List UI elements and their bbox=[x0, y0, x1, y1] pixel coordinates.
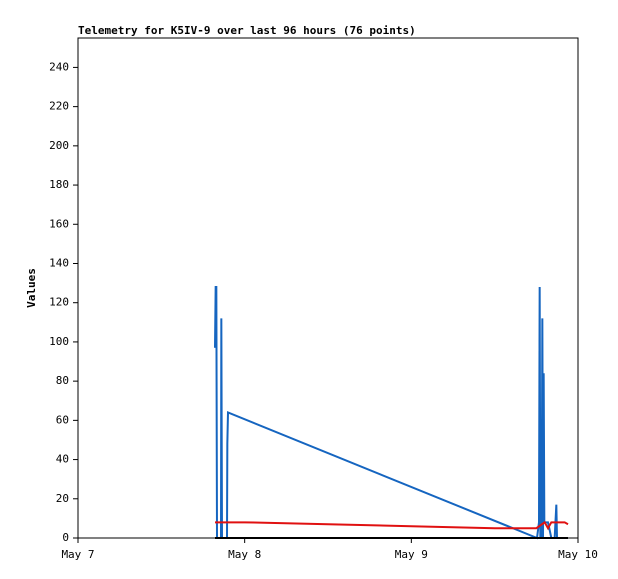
y-tick-label: 100 bbox=[49, 335, 69, 348]
y-tick-label: 120 bbox=[49, 296, 69, 309]
y-tick-label: 200 bbox=[49, 139, 69, 152]
y-tick-label: 0 bbox=[62, 531, 69, 544]
x-tick-label: May 8 bbox=[228, 548, 261, 561]
y-tick-label: 240 bbox=[49, 60, 69, 73]
y-axis-label: Values bbox=[25, 268, 38, 308]
series-line bbox=[214, 286, 568, 540]
x-tick-label: May 10 bbox=[558, 548, 598, 561]
y-tick-label: 80 bbox=[56, 374, 69, 387]
y-tick-label: 60 bbox=[56, 413, 69, 426]
x-tick-label: May 7 bbox=[61, 548, 94, 561]
y-tick-label: 40 bbox=[56, 453, 69, 466]
x-tick-label: May 9 bbox=[395, 548, 428, 561]
y-tick-label: 20 bbox=[56, 492, 69, 505]
series-line bbox=[215, 520, 569, 531]
y-tick-label: 220 bbox=[49, 100, 69, 113]
y-tick-label: 140 bbox=[49, 256, 69, 269]
y-tick-label: 180 bbox=[49, 178, 69, 191]
plot-frame bbox=[77, 37, 579, 539]
y-tick-label: 160 bbox=[49, 217, 69, 230]
chart-title: Telemetry for K5IV-9 over last 96 hours … bbox=[78, 24, 416, 37]
